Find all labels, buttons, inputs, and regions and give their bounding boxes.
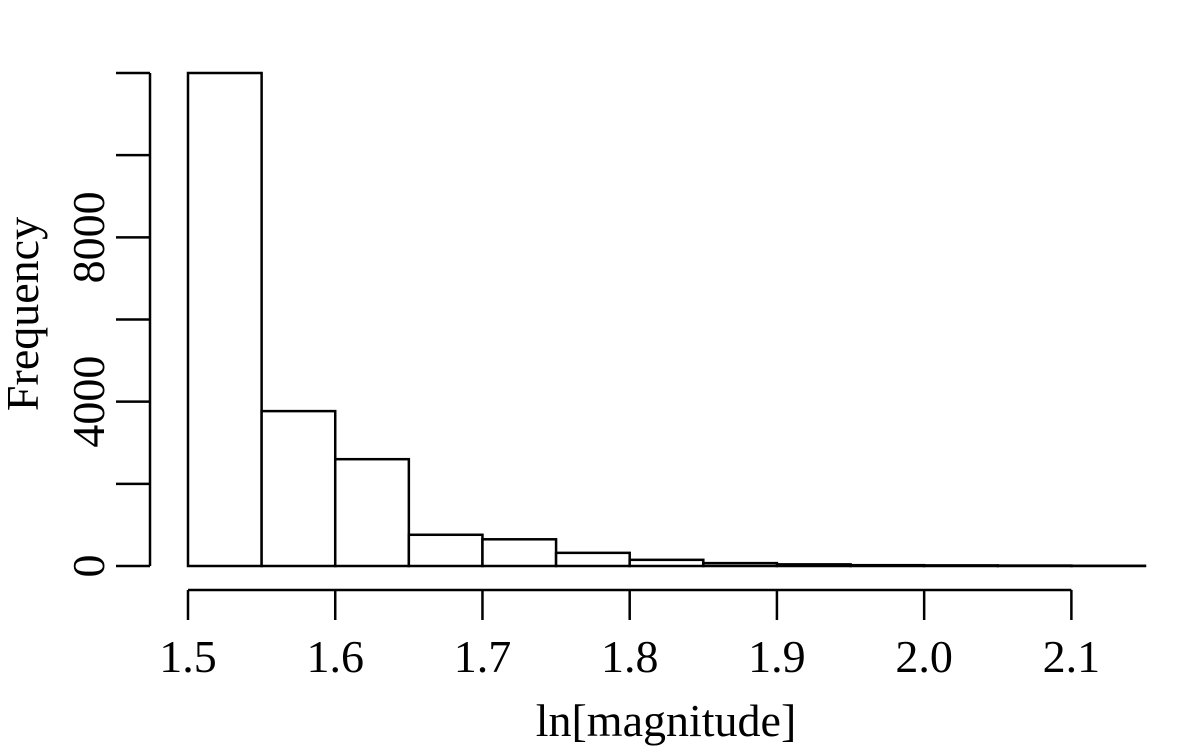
x-tick-label: 2.0 bbox=[895, 631, 953, 682]
x-tick-label: 1.5 bbox=[159, 631, 217, 682]
x-tick-label: 1.6 bbox=[306, 631, 364, 682]
x-tick-label: 1.9 bbox=[748, 631, 806, 682]
x-tick-label: 2.1 bbox=[1043, 631, 1101, 682]
histogram-bar bbox=[702, 561, 779, 568]
y-tick-label: 0 bbox=[63, 555, 114, 578]
y-axis-title: Frequency bbox=[0, 217, 48, 411]
histogram-bar bbox=[849, 563, 926, 568]
y-tick-label: 4000 bbox=[63, 356, 114, 448]
histogram-bars bbox=[186, 71, 1147, 568]
x-tick-label: 1.8 bbox=[601, 631, 659, 682]
y-tick-label: 8000 bbox=[63, 191, 114, 283]
histogram-bar bbox=[775, 563, 852, 568]
histogram-bar bbox=[186, 71, 263, 568]
histogram-bar bbox=[481, 538, 558, 568]
x-tick-label: 1.7 bbox=[454, 631, 512, 682]
y-axis: 0 4000 8000 bbox=[63, 71, 152, 578]
histogram-bar bbox=[260, 409, 337, 568]
x-axis: 1.5 1.6 1.7 1.8 1.9 2.0 2.1 bbox=[159, 588, 1101, 682]
histogram-bar bbox=[922, 564, 1000, 568]
histogram-bar bbox=[333, 457, 411, 568]
x-axis-title: ln[magnitude] bbox=[536, 695, 797, 746]
histogram-bar bbox=[628, 558, 705, 568]
histogram-bar bbox=[554, 551, 631, 568]
histogram-bar bbox=[407, 533, 484, 568]
